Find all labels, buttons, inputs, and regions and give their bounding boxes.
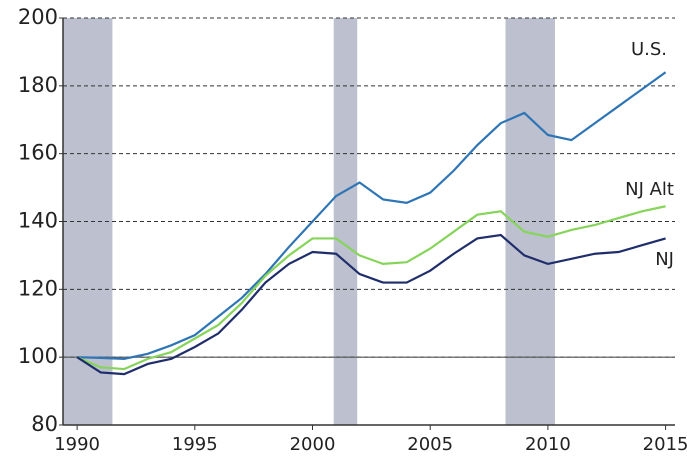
x-tick-label: 1990 (54, 434, 100, 455)
y-tick-label: 120 (18, 276, 58, 300)
series-line (77, 71, 667, 360)
y-tick-label: 200 (18, 5, 58, 29)
x-tick-label: 1995 (172, 434, 218, 455)
series-label: U.S. (631, 39, 667, 60)
x-tick-label: 2005 (407, 434, 453, 455)
y-tick-label: 180 (18, 73, 58, 97)
series-label: NJ Alt (625, 179, 674, 200)
series-label: NJ (655, 249, 674, 270)
x-tick-label: 2000 (290, 434, 336, 455)
y-tick-label: 140 (18, 209, 58, 233)
y-tick-label: 160 (18, 141, 58, 165)
y-tick-label: 80 (31, 412, 58, 436)
x-tick-label: 2015 (643, 434, 687, 455)
series-line (76, 233, 666, 376)
series-line (76, 205, 666, 371)
y-tick-label: 100 (18, 344, 58, 368)
x-tick-label: 2010 (525, 434, 571, 455)
